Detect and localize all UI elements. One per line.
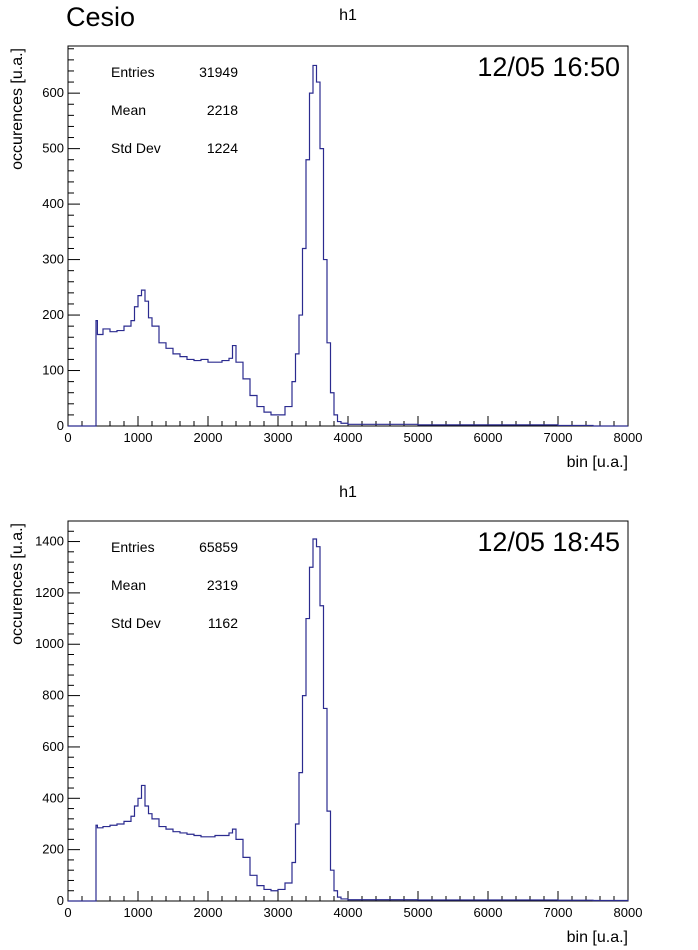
y-tick-label: 800 (42, 688, 64, 703)
chart-timestamp: 12/05 18:45 (477, 527, 620, 557)
stats-value: 31949 (199, 64, 238, 80)
stats-label: Entries (111, 539, 155, 555)
x-tick-label: 5000 (404, 905, 433, 920)
stats-label: Entries (111, 64, 155, 80)
plot-frame (67, 45, 629, 427)
y-tick-label: 1400 (35, 534, 64, 549)
y-tick-label: 400 (42, 790, 64, 805)
x-tick-label: 7000 (544, 905, 573, 920)
x-tick-label: 6000 (474, 430, 503, 445)
stats-label: Mean (111, 102, 146, 118)
x-tick-label: 3000 (264, 430, 293, 445)
x-tick-label: 5000 (404, 430, 433, 445)
stats-value: 65859 (199, 539, 238, 555)
y-tick-label: 1200 (35, 585, 64, 600)
x-tick-label: 4000 (334, 905, 363, 920)
x-tick-label: 0 (64, 430, 71, 445)
x-tick-label: 7000 (544, 430, 573, 445)
x-tick-label: 6000 (474, 905, 503, 920)
histogram-series (68, 64, 628, 427)
y-axis-label: occurences [u.a.] (9, 523, 26, 645)
y-tick-label: 100 (42, 363, 64, 378)
x-axis-label: bin [u.a.] (567, 929, 628, 946)
y-tick-label: 0 (57, 418, 64, 433)
y-tick-label: 200 (42, 307, 64, 322)
x-tick-label: 8000 (614, 430, 643, 445)
stats-label: Mean (111, 577, 146, 593)
x-tick-label: 1000 (124, 905, 153, 920)
stats-label: Std Dev (111, 140, 161, 156)
stats-value: 2218 (207, 102, 238, 118)
y-tick-label: 400 (42, 196, 64, 211)
plot-frame (67, 520, 629, 902)
x-axis-label: bin [u.a.] (567, 454, 628, 471)
y-axis-label: occurences [u.a.] (9, 48, 26, 170)
stats-value: 2319 (207, 577, 238, 593)
x-tick-label: 2000 (194, 905, 223, 920)
y-tick-label: 600 (42, 739, 64, 754)
stats-label: Std Dev (111, 615, 161, 631)
stats-value: 1224 (207, 140, 238, 156)
y-tick-label: 0 (57, 893, 64, 908)
y-tick-label: 600 (42, 85, 64, 100)
page-title: Cesio (66, 2, 136, 32)
chart-timestamp: 12/05 16:50 (477, 52, 620, 82)
x-tick-label: 4000 (334, 430, 363, 445)
y-tick-label: 300 (42, 252, 64, 267)
y-tick-label: 1000 (35, 636, 64, 651)
histogram-series (68, 538, 629, 902)
chart-title: h1 (339, 484, 357, 501)
y-tick-label: 500 (42, 141, 64, 156)
stats-value: 1162 (208, 615, 238, 631)
x-tick-label: 8000 (614, 905, 643, 920)
chart-title: h1 (339, 7, 357, 24)
x-tick-label: 0 (64, 905, 71, 920)
x-tick-label: 1000 (124, 430, 153, 445)
y-tick-label: 200 (42, 842, 64, 857)
x-tick-label: 2000 (194, 430, 223, 445)
x-tick-label: 3000 (264, 905, 293, 920)
